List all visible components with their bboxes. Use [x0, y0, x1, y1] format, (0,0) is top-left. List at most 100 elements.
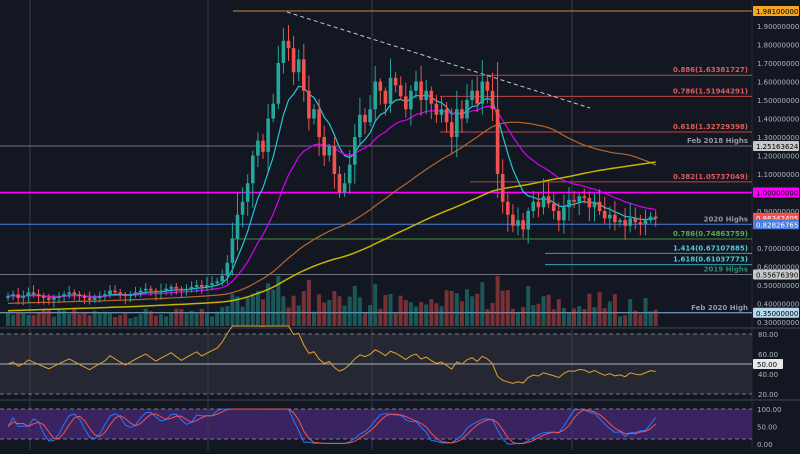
volume-bar [612, 294, 617, 326]
candle-down [363, 114, 367, 123]
volume-bar [184, 313, 189, 326]
candle-down [638, 222, 643, 224]
candle-up [11, 294, 15, 297]
candle-down [449, 122, 454, 137]
volume-bar [444, 290, 449, 326]
rsi-pane [7, 325, 656, 384]
volume-bar [495, 276, 500, 326]
volume-bar [225, 305, 230, 326]
volume-bar [638, 314, 643, 326]
volume-bar [87, 315, 92, 326]
level-label: Feb 2020 High [691, 304, 748, 312]
volume-bar [128, 318, 133, 326]
candle-up [205, 285, 209, 287]
level-label: 0.886(1.63381727) [673, 66, 748, 74]
price-tag-label: 1.98100000 [756, 8, 798, 16]
candle-up [235, 214, 240, 239]
price-tick-label: 1.80000000 [757, 42, 799, 50]
candle-up [143, 288, 148, 291]
candle-up [388, 77, 393, 104]
volume-bar [296, 305, 301, 326]
candle-up [220, 275, 224, 282]
price-axis[interactable]: 1.90000000 1.80000000 1.70000000 1.60000000… [753, 6, 799, 449]
candle-up [592, 201, 597, 208]
candle-down [337, 174, 342, 193]
price-tag-label: 0.35000000 [756, 310, 798, 318]
volume-bar [72, 309, 77, 326]
volume-bar [16, 312, 21, 326]
volume-bar [230, 294, 235, 326]
candle-down [87, 297, 92, 300]
volume-bar [623, 315, 628, 326]
volume-bar [159, 314, 163, 326]
candle-down [118, 292, 122, 295]
candle-up [455, 109, 459, 137]
candle-up [526, 211, 530, 230]
candle-up [128, 294, 133, 297]
candle-up [245, 183, 250, 202]
volume-bar [516, 311, 520, 326]
volume-bar [383, 294, 388, 326]
volume-bar [322, 302, 327, 326]
volume-bar [164, 316, 169, 326]
price-tag [753, 6, 799, 17]
candle-up [67, 292, 71, 295]
volume-bar [62, 310, 67, 326]
candle-up [577, 196, 581, 202]
volume-bar [398, 295, 403, 326]
volume-bar [470, 296, 475, 326]
price-tick-label: 1.50000000 [757, 97, 799, 105]
candle-down [174, 286, 179, 289]
candle-up [26, 292, 31, 297]
candles [6, 25, 658, 308]
candle-down [485, 81, 490, 91]
volume-bar [46, 310, 51, 326]
rsi-tick-label: 20.00 [758, 391, 778, 399]
candle-down [511, 214, 515, 226]
candle-down [429, 90, 434, 104]
volume-bar [97, 312, 102, 326]
candle-up [470, 90, 474, 100]
candle-up [251, 155, 255, 184]
candle-up [52, 297, 56, 300]
candle-down [475, 90, 479, 104]
volume-bar [108, 312, 112, 326]
price-tick-label: 0.60000000 [757, 264, 799, 272]
candle-up [159, 290, 163, 293]
volume-bar [485, 309, 490, 326]
volume-bar [235, 296, 240, 326]
volume-bar [255, 290, 260, 326]
price-tag [753, 187, 799, 198]
candle-down [317, 109, 321, 137]
volume-bar [465, 289, 469, 326]
volume-bar [306, 279, 311, 326]
candle-up [215, 281, 219, 284]
candle-up [608, 214, 612, 219]
volume-bar [210, 316, 214, 326]
volume-bar [475, 293, 480, 326]
candle-up [256, 140, 260, 156]
volume-bar [643, 298, 648, 326]
volume-bar [388, 293, 393, 326]
candle-down [551, 203, 556, 211]
candle-down [47, 297, 51, 300]
candle-up [424, 90, 428, 100]
volume-bar [153, 315, 158, 326]
rsi-line [7, 325, 656, 384]
level-label: 0.382(1.05737049) [673, 173, 748, 181]
candle-down [72, 292, 77, 295]
volume-bar [41, 308, 46, 326]
ma-200-line [7, 161, 656, 312]
candle-up [347, 164, 352, 184]
candle-down [41, 296, 46, 298]
descending-trendline[interactable] [286, 11, 591, 109]
candle-down [572, 199, 576, 202]
candle-up [567, 199, 571, 208]
candle-down [261, 140, 265, 152]
candle-up [480, 81, 485, 104]
candle-down [16, 294, 20, 298]
stoch-tick-label: 50.00 [757, 424, 777, 432]
candle-up [312, 109, 316, 119]
candle-down [597, 201, 602, 211]
